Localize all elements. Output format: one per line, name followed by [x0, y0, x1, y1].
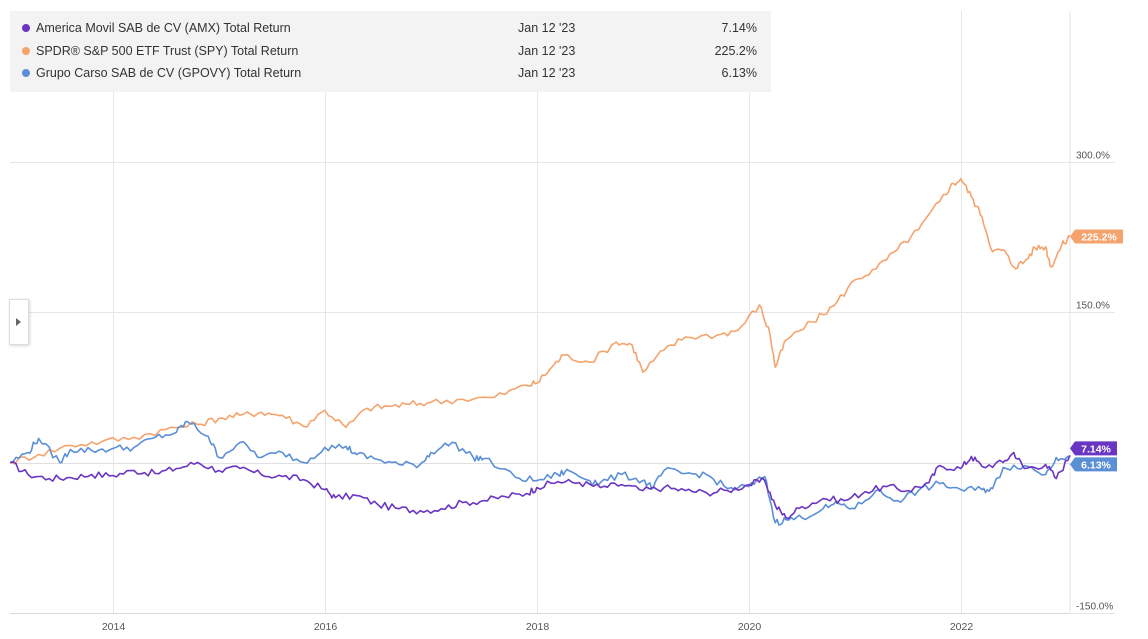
legend-series-name: Grupo Carso SAB de CV (GPOVY) Total Retu…: [36, 66, 302, 80]
end-value-tag: 225.2%: [1070, 229, 1123, 244]
end-value-label: 6.13%: [1081, 459, 1111, 471]
legend-value: 6.13%: [721, 66, 757, 80]
legend-item-gpovy[interactable]: Grupo Carso SAB de CV (GPOVY) Total Retu…: [10, 62, 771, 84]
y-tick-label: 300.0%: [1076, 151, 1110, 162]
x-tick-label: 2020: [738, 621, 762, 633]
y-tick-label: 150.0%: [1076, 301, 1110, 312]
end-value-tag: 6.13%: [1070, 457, 1117, 472]
legend-date: Jan 12 '23: [518, 44, 576, 58]
legend: America Movil SAB de CV (AMX) Total Retu…: [10, 11, 771, 92]
legend-series-name: SPDR® S&P 500 ETF Trust (SPY) Total Retu…: [36, 44, 299, 58]
legend-value: 7.14%: [721, 21, 757, 35]
label-layer: 2014 2016 2018 2020 2022 300.0% 150.0% -150.0% 7…: [102, 151, 1123, 633]
end-value-label: 7.14%: [1081, 443, 1111, 455]
legend-item-amx[interactable]: America Movil SAB de CV (AMX) Total Retu…: [10, 17, 771, 39]
x-tick-label: 2014: [102, 621, 126, 633]
legend-dot-icon: [22, 69, 30, 77]
x-tick-label: 2016: [314, 621, 338, 633]
expand-panel-button[interactable]: [9, 299, 29, 345]
grid-layer: [10, 11, 1115, 614]
chevron-right-icon: [16, 318, 21, 326]
legend-value: 225.2%: [714, 44, 757, 58]
end-value-tag-bg: [1070, 457, 1117, 472]
legend-date: Jan 12 '23: [518, 21, 576, 35]
legend-dot-icon: [22, 47, 30, 55]
x-tick-label: 2018: [526, 621, 550, 633]
legend-item-spy[interactable]: SPDR® S&P 500 ETF Trust (SPY) Total Retu…: [10, 40, 771, 62]
end-value-tag: 7.14%: [1070, 441, 1117, 456]
legend-date: Jan 12 '23: [518, 66, 576, 80]
end-value-tag-bg: [1070, 229, 1123, 244]
x-tick-label: 2022: [950, 621, 974, 633]
series-line-2: [9, 420, 1071, 526]
end-value-label: 225.2%: [1081, 232, 1117, 244]
series-line-0: [9, 451, 1071, 520]
y-tick-label: -150.0%: [1076, 602, 1113, 613]
legend-dot-icon: [22, 24, 30, 32]
series-line-1: [9, 177, 1071, 465]
end-value-tag-bg: [1070, 441, 1117, 456]
legend-series-name: America Movil SAB de CV (AMX) Total Retu…: [36, 21, 291, 35]
series-layer: [9, 177, 1071, 526]
